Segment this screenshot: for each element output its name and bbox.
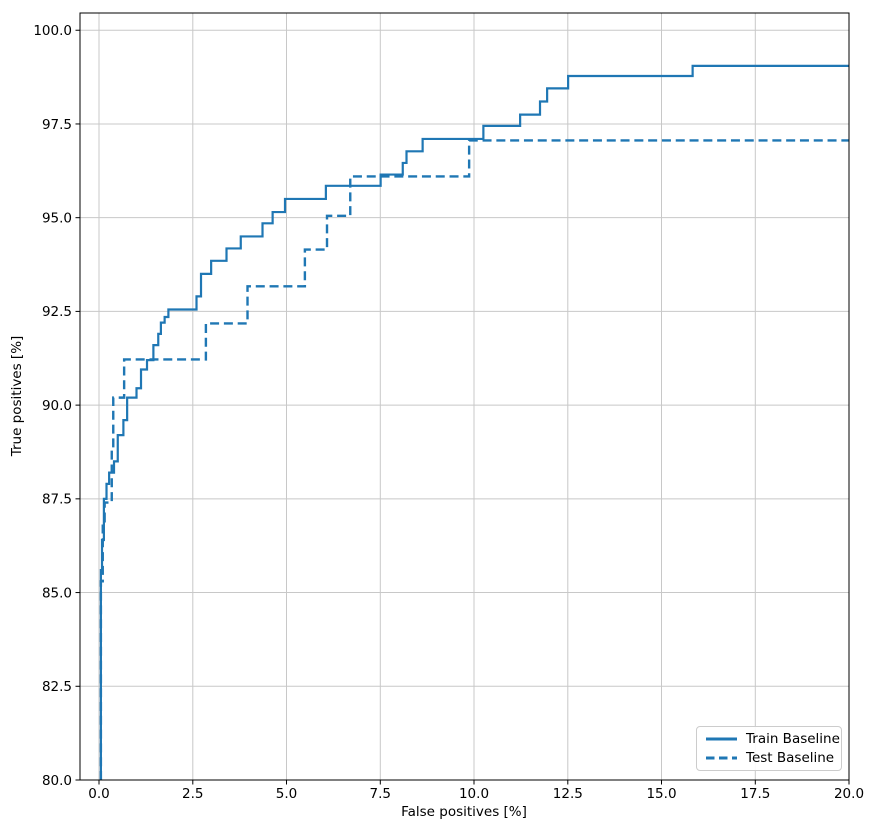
- x-tick-label: 2.5: [182, 786, 203, 802]
- x-tick-label: 0.0: [88, 786, 109, 802]
- legend-test-label: Test Baseline: [746, 749, 835, 766]
- y-tick-label: 95.0: [42, 210, 72, 226]
- y-tick-label: 82.5: [42, 679, 72, 695]
- x-tick-label: 5.0: [276, 786, 297, 802]
- test-baseline-line: [99, 139, 849, 780]
- y-tick-label: 85.0: [42, 585, 72, 601]
- x-tick-label: 7.5: [370, 786, 391, 802]
- y-tick-label: 100.0: [33, 23, 72, 39]
- train-baseline-line: [99, 64, 849, 780]
- plot-border: [79, 12, 850, 781]
- x-tick-label: 10.0: [459, 786, 489, 802]
- y-axis-label: True positives [%]: [9, 335, 25, 457]
- x-tick-label: 20.0: [834, 786, 864, 802]
- y-tick-label: 80.0: [42, 773, 72, 789]
- y-tick-label: 87.5: [42, 492, 72, 508]
- x-axis-label: False positives [%]: [401, 804, 527, 820]
- y-tick-label: 92.5: [42, 304, 72, 320]
- legend-train-label: Train Baseline: [746, 731, 840, 748]
- legend: Train Baseline Test Baseline: [696, 726, 842, 771]
- x-tick-label: 15.0: [646, 786, 676, 802]
- x-tick-label: 17.5: [740, 786, 770, 802]
- legend-item-test: Test Baseline: [706, 749, 835, 766]
- legend-test-line-swatch: [706, 756, 737, 760]
- legend-item-train: Train Baseline: [706, 731, 840, 748]
- y-tick-label: 97.5: [42, 117, 72, 133]
- y-tick-label: 90.0: [42, 398, 72, 414]
- legend-train-line-swatch: [706, 737, 737, 741]
- x-tick-label: 12.5: [553, 786, 583, 802]
